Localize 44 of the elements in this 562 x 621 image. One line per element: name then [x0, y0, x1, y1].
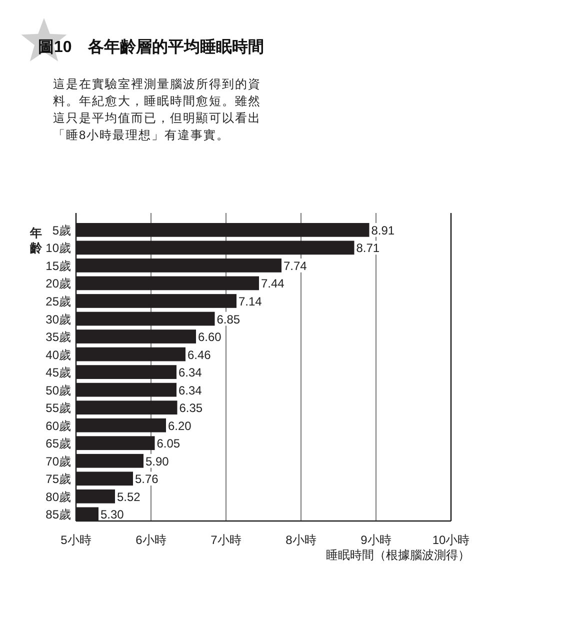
y-tick-label: 85歲 [46, 508, 71, 522]
y-tick-label: 75歲 [46, 472, 71, 486]
y-tick-label: 20歲 [46, 276, 71, 291]
y-tick-label: 70歲 [46, 454, 71, 468]
x-tick-label: 10小時 [432, 533, 470, 547]
y-tick-label: 35歲 [46, 330, 71, 344]
data-label: 5.90 [146, 454, 170, 468]
x-tick-label: 7小時 [210, 533, 242, 547]
data-label: 5.52 [117, 490, 141, 504]
data-label: 6.34 [178, 383, 202, 398]
x-tick-label: 8小時 [286, 533, 316, 547]
data-label: 7.74 [284, 258, 308, 273]
y-axis-title: 年齡 [29, 226, 43, 255]
data-label: 7.44 [261, 276, 285, 291]
y-tick-label: 40歲 [46, 348, 71, 362]
x-tick-label: 9小時 [360, 533, 392, 547]
data-label: 6.05 [156, 436, 180, 451]
chart-title: 圖10 各年齡層的平均睡眠時間 [38, 38, 264, 56]
x-tick-label: 5小時 [60, 533, 92, 547]
y-tick-label: 10歲 [46, 241, 71, 256]
data-label: 6.20 [168, 418, 192, 433]
data-label: 6.34 [178, 366, 202, 380]
y-tick-label: 55歲 [46, 401, 71, 416]
data-label: 5.76 [135, 472, 159, 486]
data-label: 6.35 [179, 401, 203, 416]
y-tick-label: 25歲 [46, 294, 71, 308]
data-label: 6.60 [198, 330, 222, 344]
data-label: 8.91 [371, 223, 395, 238]
y-tick-label: 45歲 [46, 366, 71, 380]
x-tick-label: 6小時 [136, 533, 166, 547]
y-tick-label: 50歲 [46, 383, 71, 398]
y-tick-label: 60歲 [46, 418, 71, 433]
y-tick-label: 15歲 [46, 258, 71, 273]
x-axis-title: 睡眠時間（根據腦波測得） [326, 548, 470, 562]
data-label: 7.14 [238, 294, 262, 308]
data-label: 5.30 [100, 508, 124, 522]
data-label: 6.46 [188, 348, 212, 362]
y-tick-label: 65歲 [46, 436, 71, 451]
y-tick-label: 30歲 [46, 312, 71, 326]
y-tick-label: 80歲 [46, 490, 71, 504]
y-tick-label: 5歲 [52, 223, 71, 238]
data-label: 8.71 [356, 241, 380, 256]
data-label: 6.85 [216, 312, 240, 326]
chart-subtitle: 這是在實驗室裡測量腦波所得到的資料。年紀愈大，睡眠時間愈短。雖然這只是平均值而已，但明顯可以看出「睡8小時最理想」有違事實。 [53, 77, 261, 142]
